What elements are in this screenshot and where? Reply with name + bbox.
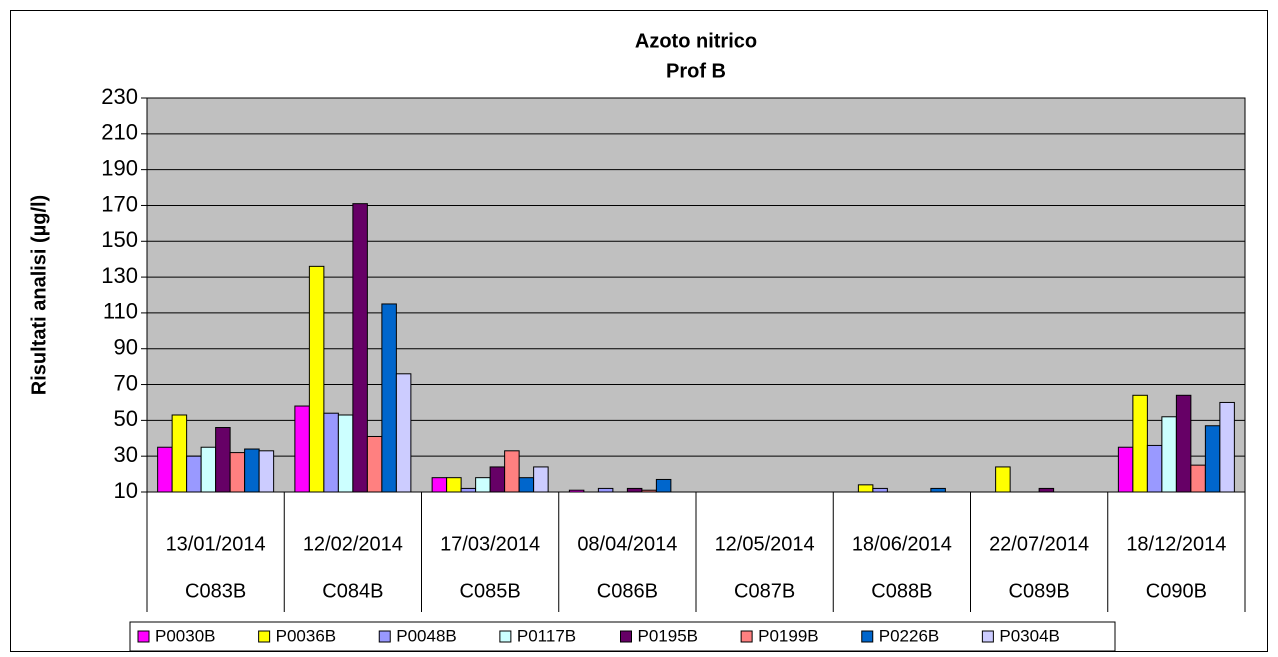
legend-swatch [981,630,994,643]
y-tick-label: 70 [114,370,138,395]
legend-label: P0199B [758,626,819,645]
chart-subtitle: Prof B [666,60,726,82]
bar [489,466,506,493]
x-tick-label: 08/04/2014 [577,533,677,555]
legend-label: P0117B [517,626,576,645]
legend-swatch [620,630,632,643]
x-tick-label: 12/05/2014 [715,533,815,555]
chart-title: Azoto nitrico [635,30,757,52]
bar [244,448,260,493]
bar [308,265,325,493]
bar [857,484,874,493]
bar [597,487,614,493]
legend-swatch [861,630,874,643]
bar [1219,401,1235,493]
y-tick-label: 170 [101,191,138,216]
bar [381,303,397,493]
bar [460,487,477,493]
legend-label: P0226B [879,626,940,645]
y-tick-label: 50 [114,406,138,431]
bar [1038,487,1055,493]
bar [157,446,173,493]
bar [1161,416,1177,493]
y-tick-label: 210 [101,120,138,145]
legend-swatch [499,630,512,643]
bar [655,478,672,493]
y-tick-label: 10 [114,478,138,503]
bar [1117,446,1134,493]
x-group-label: C089B [1009,580,1070,602]
bar [1190,464,1206,493]
y-axis-label: Risultati analisi (µg/l) [28,195,50,395]
bar [930,487,946,493]
bar [504,450,520,493]
bar [1175,394,1192,493]
x-group-label: C087B [734,580,795,602]
legend-swatch [740,630,753,643]
x-tick-label: 12/02/2014 [303,533,403,555]
x-group-label: C085B [460,580,521,602]
bar [641,489,657,493]
x-group-label: C086B [597,580,658,602]
bar [171,414,188,493]
legend-swatch [258,630,271,643]
y-tick-label: 90 [114,335,138,360]
bar [395,373,412,493]
y-tick-label: 150 [101,227,138,252]
bar [568,489,585,493]
x-tick-label: 22/07/2014 [989,533,1089,555]
bar [229,452,246,493]
legend-label: P0304B [999,626,1060,645]
bar [200,446,217,493]
bar [533,466,549,493]
bar [995,466,1011,493]
bar [215,427,231,493]
legend-swatch [137,630,150,643]
legend-swatch [378,630,391,643]
bar [431,477,448,493]
x-tick-label: 13/01/2014 [166,533,266,555]
bar [446,477,462,493]
y-tick-label: 230 [101,84,138,109]
bar [626,487,643,493]
bar [352,203,368,493]
y-tick-label: 130 [101,263,138,288]
x-group-label: C088B [871,580,932,602]
y-tick-label: 110 [103,299,138,324]
x-tick-label: 17/03/2014 [440,533,540,555]
y-tick-label: 190 [101,155,138,180]
bar [518,477,535,493]
bar [1146,444,1163,493]
bar [186,455,202,493]
x-group-label: C090B [1146,580,1207,602]
legend-label: P0195B [638,626,699,645]
bar [337,414,354,493]
y-tick-label: 30 [114,442,138,467]
legend-label: P0036B [276,626,337,645]
legend-label: P0030B [155,626,216,645]
bar [323,412,339,493]
x-group-label: C083B [185,580,246,602]
x-tick-label: 18/12/2014 [1126,533,1226,555]
bar [475,477,491,493]
x-tick-label: 18/06/2014 [852,533,952,555]
bar [366,435,383,493]
bar [1132,394,1148,493]
x-group-label: C084B [322,580,383,602]
bar [872,487,888,493]
bar [294,405,310,493]
bar [258,450,275,493]
legend-label: P0048B [396,626,457,645]
bar [1204,425,1221,493]
